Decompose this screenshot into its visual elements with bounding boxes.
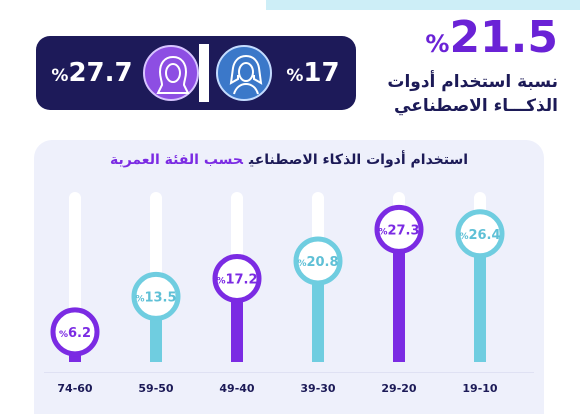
- male-unit: %: [286, 66, 304, 86]
- age-chart-card: استخدام أدوات الذكاء الاصطناعي حسب الفئة …: [34, 140, 544, 414]
- top-accent-strip: [266, 0, 580, 10]
- age-bar-chart: %26.4 19-10 %27.3 29-20 %20.8 39-30 %17.2 49-40…: [44, 192, 534, 395]
- value-bubble: [50, 307, 100, 357]
- bar-19-10: [474, 233, 486, 362]
- gender-divider: [199, 44, 209, 102]
- category-label: 49-40: [219, 382, 255, 395]
- chart-title-main: استخدام أدوات الذكاء الاصطناعي: [249, 152, 469, 168]
- value-bubble: [293, 236, 343, 286]
- female-number: 27.7: [68, 58, 133, 88]
- gender-stats-panel: %27.7 %17: [36, 36, 356, 110]
- headline-value: %21.5: [425, 14, 558, 68]
- man-ghutra-icon: [216, 45, 272, 101]
- value-label: %13.5: [135, 290, 176, 305]
- female-unit: %: [51, 66, 69, 86]
- headline-caption: نسبة استخدام أدوات الذكـــاء الاصطناعي: [358, 70, 558, 118]
- category-label: 74-60: [57, 382, 93, 395]
- bar-29-20: [393, 229, 405, 362]
- male-value: %17: [276, 36, 350, 110]
- woman-hijab-icon: [143, 45, 199, 101]
- category-label: 39-30: [300, 382, 336, 395]
- value-label: %20.8: [297, 255, 338, 270]
- value-bubble: [212, 253, 262, 303]
- headline-caption-line1: نسبة استخدام أدوات: [387, 72, 558, 92]
- category-label: 29-20: [381, 382, 417, 395]
- value-bubble: [374, 204, 424, 254]
- bar-39-30: [312, 260, 324, 362]
- chart-baseline: [44, 372, 534, 373]
- value-label: %17.2: [216, 272, 257, 287]
- value-label: %6.2: [59, 326, 91, 341]
- value-label: %26.4: [459, 228, 500, 243]
- chart-subtitle: حسب الفئة العمرية: [109, 152, 243, 168]
- male-number: 17: [303, 58, 340, 88]
- headline-caption-line2: الذكـــاء الاصطناعي: [394, 96, 558, 116]
- category-label: 59-50: [138, 382, 174, 395]
- value-bubble: [455, 209, 505, 259]
- headline-stat: %21.5 نسبة استخدام أدوات الذكـــاء الاصط…: [358, 14, 558, 118]
- category-label: 19-10: [462, 382, 498, 395]
- female-value: %27.7: [44, 36, 140, 110]
- chart-title: استخدام أدوات الذكاء الاصطناعي حسب الفئة …: [34, 152, 544, 168]
- value-label: %27.3: [378, 223, 419, 238]
- headline-unit: %: [425, 30, 450, 58]
- headline-number: 21.5: [449, 12, 558, 63]
- value-bubble: [131, 271, 181, 321]
